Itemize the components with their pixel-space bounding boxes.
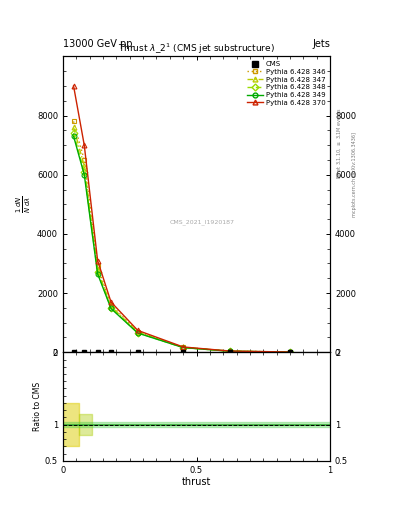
Text: mcplots.cern.ch [arXiv:1306.3436]: mcplots.cern.ch [arXiv:1306.3436] xyxy=(352,132,357,217)
X-axis label: thrust: thrust xyxy=(182,477,211,487)
Legend: CMS, Pythia 6.428 346, Pythia 6.428 347, Pythia 6.428 348, Pythia 6.428 349, Pyt: CMS, Pythia 6.428 346, Pythia 6.428 347,… xyxy=(246,60,327,107)
Text: Rivet 3.1.10, $\geq$ 3.1M events: Rivet 3.1.10, $\geq$ 3.1M events xyxy=(336,108,343,179)
Y-axis label: Ratio to CMS: Ratio to CMS xyxy=(33,382,42,431)
Text: Jets: Jets xyxy=(312,38,330,49)
Text: 13000 GeV pp: 13000 GeV pp xyxy=(63,38,132,49)
Title: Thrust $\lambda\_2^1$ (CMS jet substructure): Thrust $\lambda\_2^1$ (CMS jet substruct… xyxy=(118,42,275,56)
Y-axis label: $\frac{1}{N}\frac{dN}{d\lambda}$: $\frac{1}{N}\frac{dN}{d\lambda}$ xyxy=(15,196,33,213)
Text: CMS_2021_I1920187: CMS_2021_I1920187 xyxy=(169,219,234,225)
